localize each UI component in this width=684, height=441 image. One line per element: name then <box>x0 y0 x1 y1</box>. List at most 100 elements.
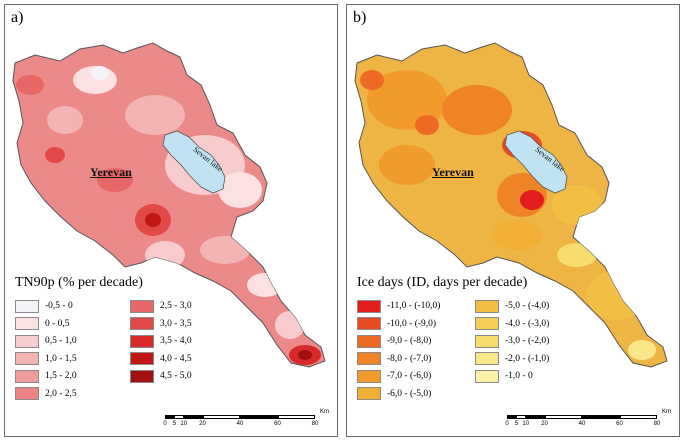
legend-label: -8,0 - (-7,0) <box>387 353 432 364</box>
legend-swatch <box>475 334 499 348</box>
legend-item: -0,5 - 0 <box>15 298 73 314</box>
legend-item: -5,0 - (-4,0) <box>475 298 549 314</box>
scale-tick-label: 0 <box>163 421 167 427</box>
armenia-map-ice-days <box>354 42 668 368</box>
legend-label: -5,0 - (-4,0) <box>505 301 550 311</box>
legend-swatch <box>130 317 154 330</box>
legend-label: -10,0 - (-9,0) <box>387 318 437 329</box>
legend-item: 3,0 - 3,5 <box>130 316 192 332</box>
legend-label: 2,5 - 3,0 <box>160 301 192 311</box>
legend-item: -1,0 - 0 <box>475 368 533 384</box>
scale-tick-label: 20 <box>541 421 548 427</box>
map-panel-tn90p: a) Yerevan Sevan lake TN90p (% per decad… <box>4 4 338 437</box>
legend-swatch <box>357 387 381 400</box>
legend-label: -3,0 - (-2,0) <box>505 336 550 346</box>
scale-tick-label: 80 <box>311 421 319 427</box>
legend-swatch <box>357 334 381 348</box>
legend-label: -11,0 - (-10,0) <box>387 301 441 311</box>
legend-label: -1,0 - 0 <box>505 371 533 381</box>
scale-bar: 0 5 10 20 40 60 80 Km <box>163 409 329 435</box>
legend-label: 1,5 - 2,0 <box>45 371 77 381</box>
legend-swatch <box>357 299 381 313</box>
legend-item: 0,5 - 1,0 <box>15 333 77 349</box>
legend-item: 2,5 - 3,0 <box>130 298 192 314</box>
scale-tick-label: 10 <box>180 421 188 427</box>
legend-swatch <box>15 334 39 348</box>
legend-label: -4,0 - (-3,0) <box>505 318 550 329</box>
legend-swatch <box>15 387 39 400</box>
legend-swatch <box>130 299 154 313</box>
scale-segment <box>174 415 184 419</box>
legend-label: -7,0 - (-6,0) <box>387 371 432 381</box>
legend-title: Ice days (ID, days per decade) <box>357 275 528 290</box>
scale-segment <box>183 415 203 419</box>
scale-segment <box>165 415 175 419</box>
legend-swatch <box>475 317 499 330</box>
scale-tick-label: 0 <box>505 421 509 427</box>
legend-label: 4,5 - 5,0 <box>160 371 192 381</box>
legend-swatch <box>357 352 381 365</box>
scale-tick-label: 20 <box>199 421 206 427</box>
legend-swatch <box>475 369 499 383</box>
scale-tick-label: 40 <box>236 421 244 427</box>
legend-item: 2,0 - 2,5 <box>15 386 77 402</box>
scale-segment <box>525 415 545 419</box>
legend-label: 3,0 - 3,5 <box>160 318 192 329</box>
legend-item: -9,0 - (-8,0) <box>357 333 431 349</box>
legend-label: 3,5 - 4,0 <box>160 336 192 346</box>
city-label-yerevan: Yerevan <box>90 165 132 179</box>
scale-tick-label: 60 <box>616 421 623 427</box>
legend-swatch <box>475 352 499 365</box>
scale-segment <box>202 415 240 419</box>
scale-tick-label: 10 <box>522 421 530 427</box>
sevan-lake <box>162 130 226 194</box>
scale-segment <box>516 415 526 419</box>
legend-label: -6,0 - (-5,0) <box>387 388 432 399</box>
legend-item: -3,0 - (-2,0) <box>475 333 549 349</box>
legend-label: -9,0 - (-8,0) <box>387 336 432 346</box>
scale-tick-label: 40 <box>578 421 586 427</box>
panel-letter: a) <box>11 9 24 26</box>
legend-label: 0,5 - 1,0 <box>45 336 77 346</box>
scale-segment <box>277 415 315 419</box>
legend-label: 4,0 - 4,5 <box>160 353 192 364</box>
scale-unit: Km <box>320 409 329 415</box>
legend-label: -0,5 - 0 <box>45 301 73 311</box>
scale-tick-label: 80 <box>653 421 661 427</box>
scale-tick-label: 5 <box>172 421 177 427</box>
armenia-map-tn90p <box>12 42 326 368</box>
legend-item: -8,0 - (-7,0) <box>357 351 431 367</box>
panel-letter: b) <box>353 9 367 26</box>
legend-label: 0 - 0,5 <box>45 318 70 329</box>
scale-segment <box>544 415 582 419</box>
scale-unit: Km <box>662 409 671 415</box>
legend-label: 2,0 - 2,5 <box>45 388 77 399</box>
sevan-lake <box>504 130 568 194</box>
legend-swatch <box>357 317 381 330</box>
legend-item: -7,0 - (-6,0) <box>357 368 431 384</box>
legend-swatch <box>130 369 154 383</box>
legend-swatch <box>475 299 499 313</box>
legend-item: -4,0 - (-3,0) <box>475 316 549 332</box>
legend-swatch <box>130 352 154 365</box>
legend-item: 3,5 - 4,0 <box>130 333 192 349</box>
legend-item: -6,0 - (-5,0) <box>357 386 431 402</box>
legend-label: 1,0 - 1,5 <box>45 353 77 364</box>
legend-title: TN90p (% per decade) <box>15 275 143 290</box>
scale-segment <box>507 415 517 419</box>
scale-bar: 0 5 10 20 40 60 80 Km <box>505 409 671 435</box>
legend-item: 4,0 - 4,5 <box>130 351 192 367</box>
legend-item: 1,0 - 1,5 <box>15 351 77 367</box>
legend-item: 4,5 - 5,0 <box>130 368 192 384</box>
scale-segment <box>619 415 657 419</box>
legend-item: -10,0 - (-9,0) <box>357 316 436 332</box>
map-panel-ice-days: b) Yerevan Sevan lake Ice days (ID, days… <box>346 4 680 437</box>
legend-item: 0 - 0,5 <box>15 316 70 332</box>
legend-swatch <box>15 317 39 330</box>
scale-tick-label: 5 <box>514 421 519 427</box>
scale-segment <box>240 415 278 419</box>
legend-swatch <box>15 352 39 365</box>
scale-segment <box>582 415 620 419</box>
legend-swatch <box>15 299 39 313</box>
legend-swatch <box>15 369 39 383</box>
